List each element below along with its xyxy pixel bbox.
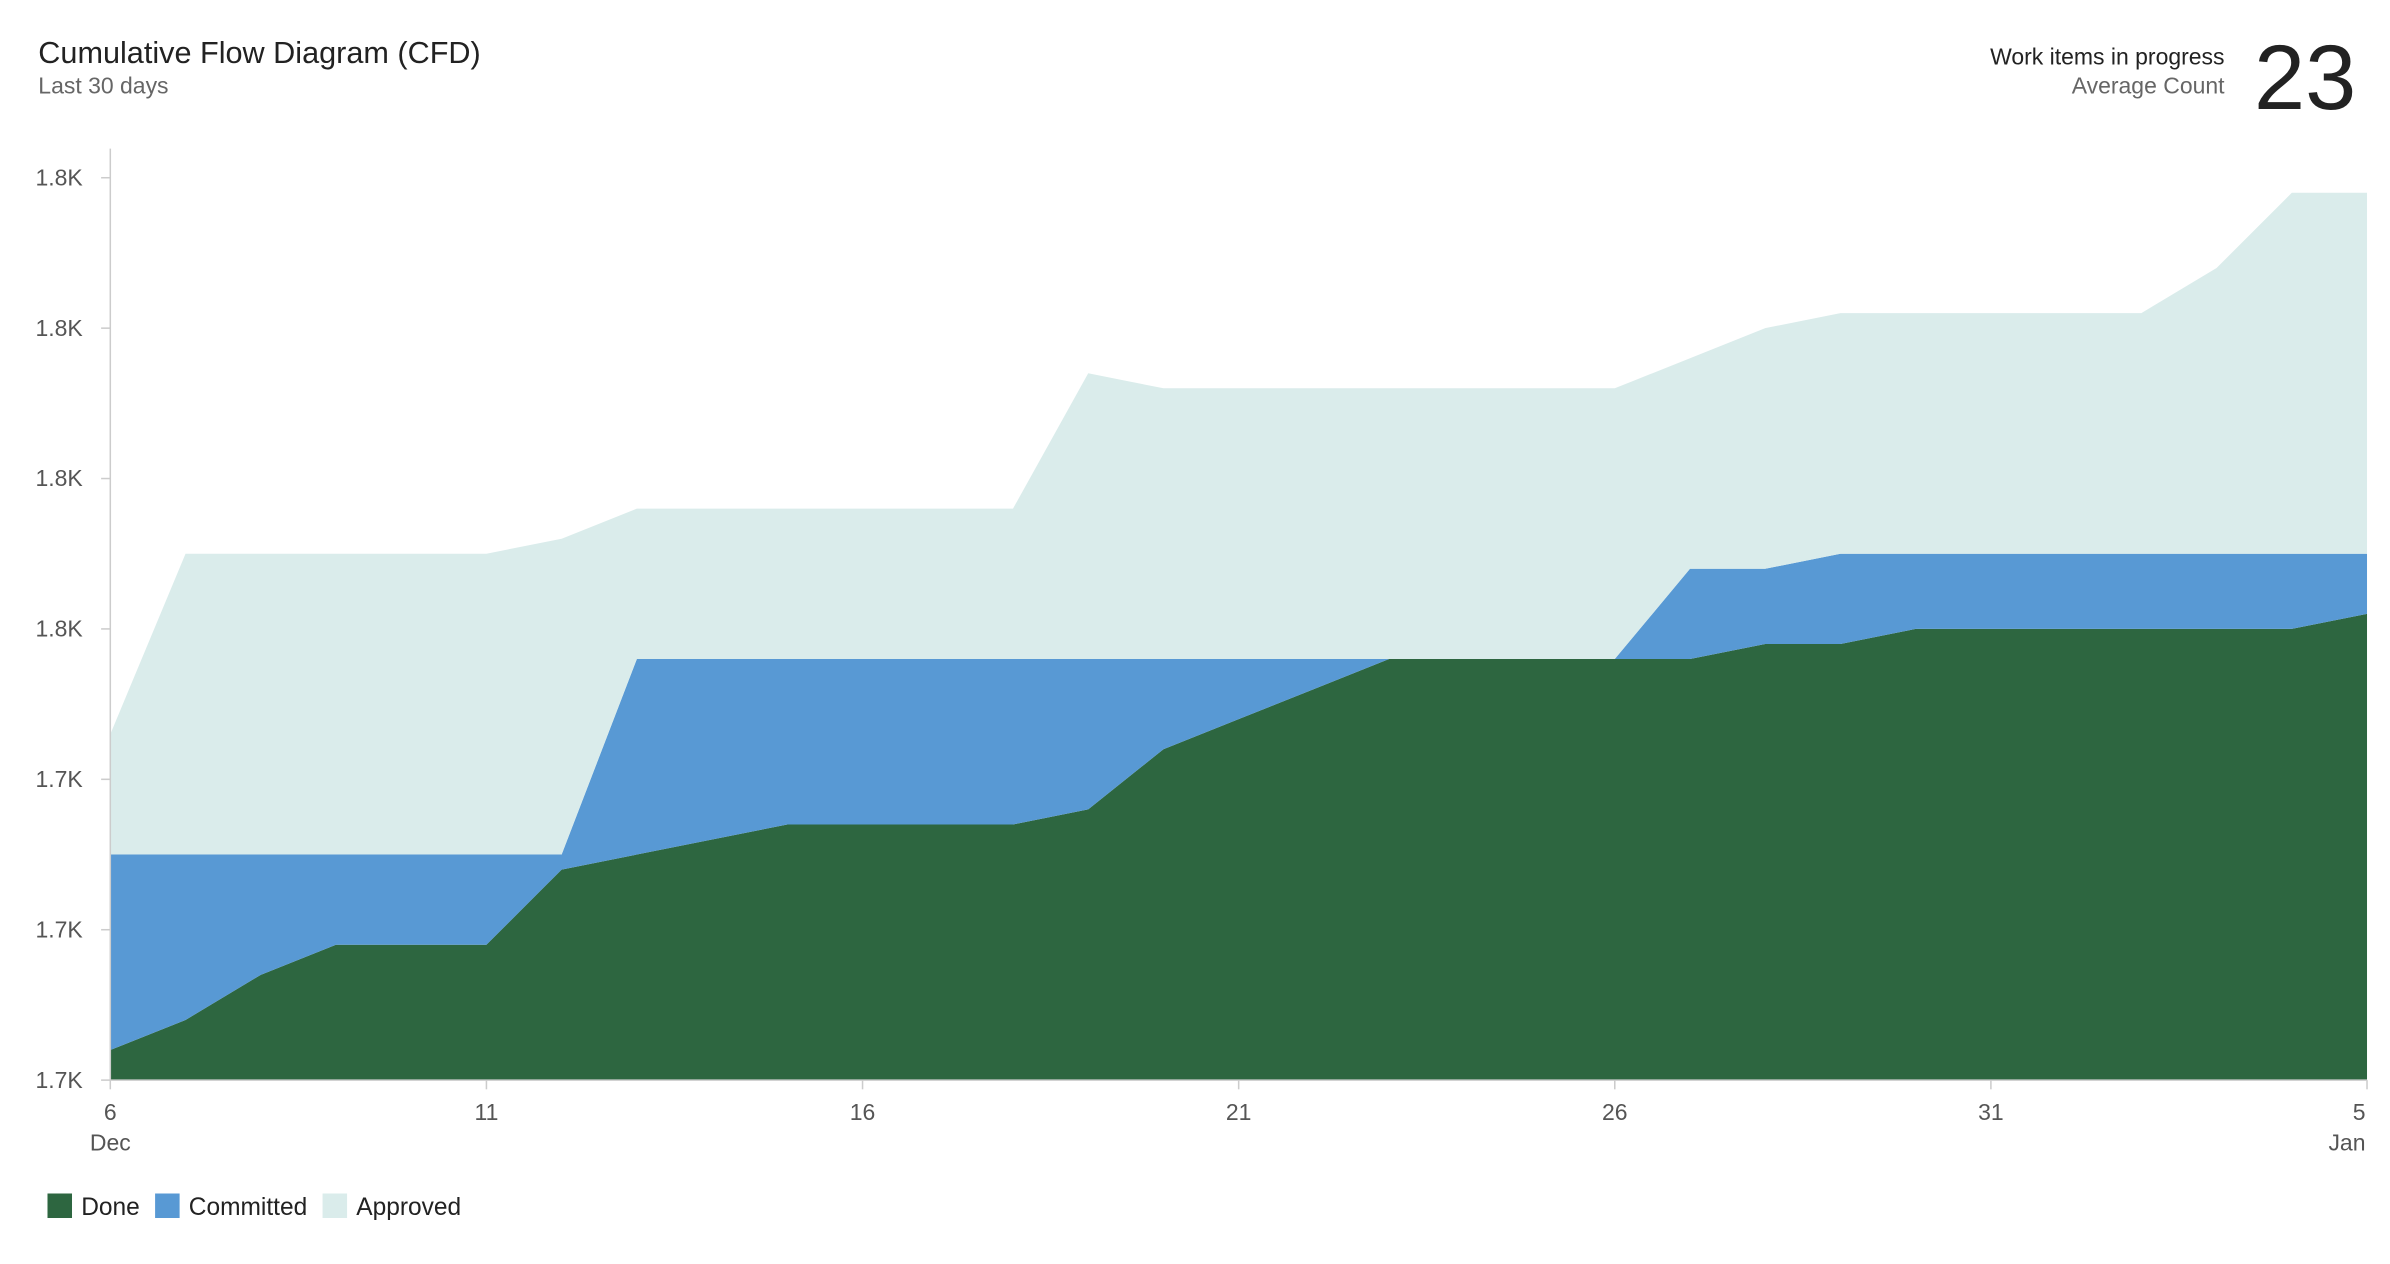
legend-swatch (322, 1193, 348, 1219)
legend-label: Committed (189, 1194, 307, 1221)
kpi-label: Work items in progress (1990, 43, 2224, 69)
area (110, 613, 2368, 1081)
y-tick-label: 1.7K (35, 766, 83, 792)
x-month-label: Dec (90, 1130, 131, 1156)
area (110, 192, 2368, 855)
y-tick-label: 1.8K (35, 315, 83, 341)
y-tick-label: 1.8K (35, 465, 83, 491)
x-tick-label: 5 (2353, 1099, 2366, 1125)
legend-swatch (47, 1193, 73, 1219)
y-tick-label: 1.7K (35, 1067, 83, 1093)
chart-subtitle: Last 30 days (38, 72, 168, 98)
x-tick-label: 6 (104, 1099, 117, 1125)
y-tick-label: 1.8K (35, 616, 83, 642)
legend-label: Done (81, 1194, 140, 1221)
x-tick-label: 26 (1602, 1099, 1628, 1125)
x-tick-label: 16 (850, 1099, 876, 1125)
legend-label: Approved (356, 1194, 461, 1221)
kpi-value: 23 (2254, 27, 2356, 129)
chart-title: Cumulative Flow Diagram (CFD) (38, 36, 480, 70)
x-tick-label: 21 (1226, 1099, 1252, 1125)
kpi-sublabel: Average Count (2072, 72, 2225, 98)
x-tick-label: 11 (475, 1099, 499, 1125)
legend-swatch (155, 1193, 180, 1219)
x-tick-label: 31 (1978, 1099, 2004, 1125)
y-tick-label: 1.7K (35, 916, 83, 942)
x-month-label: Jan (2328, 1130, 2365, 1156)
area (110, 553, 2368, 1051)
y-tick-label: 1.8K (35, 164, 83, 190)
